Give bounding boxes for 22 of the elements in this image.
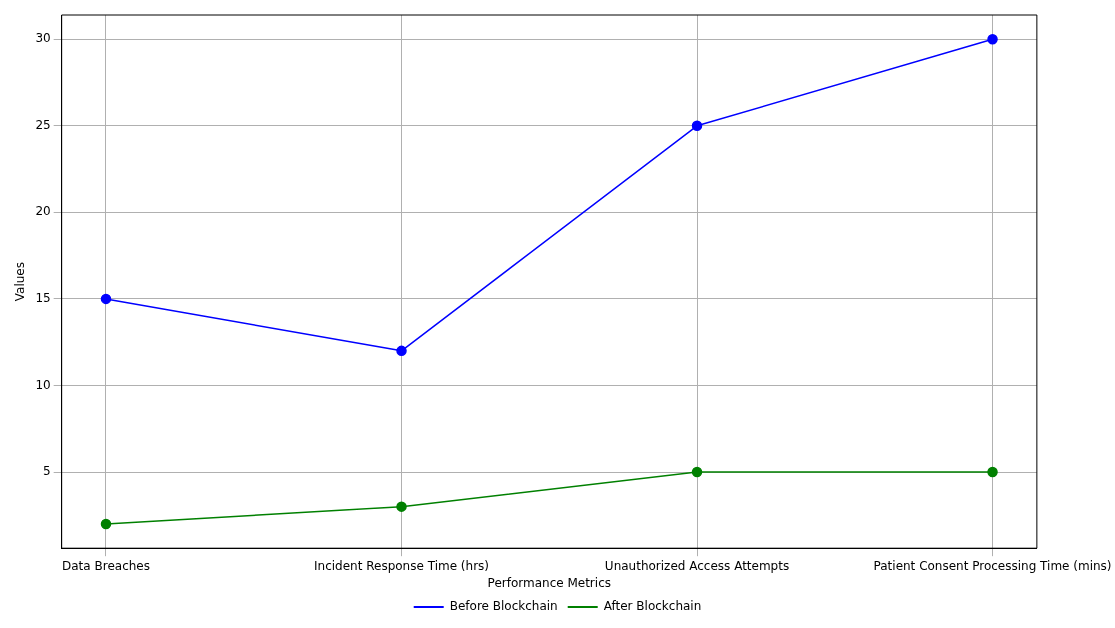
point (396, 501, 407, 512)
legend-label: After Blockchain (603, 599, 702, 614)
x-axis-title: Performance Metrics (487, 575, 611, 590)
legend-label: Before Blockchain (449, 599, 558, 614)
y-tick-label: 5 (43, 464, 51, 479)
x-tick-label: Patient Consent Processing Time (mins) (873, 558, 1112, 573)
x-tick-label: Unauthorized Access Attempts (604, 558, 790, 573)
point (100, 518, 112, 530)
point (691, 466, 703, 478)
y-tick-label: 20 (35, 204, 51, 219)
point (396, 345, 407, 357)
x-tick-label: Incident Response Time (hrs) (314, 558, 489, 573)
point (987, 466, 998, 478)
point (691, 120, 703, 132)
y-tick-label: 15 (35, 291, 51, 306)
y-tick-label: 30 (35, 31, 51, 46)
point (987, 33, 998, 45)
x-tick-label: Data Breaches (62, 558, 150, 573)
point (100, 293, 112, 305)
y-tick-label: 25 (35, 117, 51, 132)
y-tick-label: 10 (35, 377, 51, 392)
y-axis-title: Values (13, 261, 28, 302)
